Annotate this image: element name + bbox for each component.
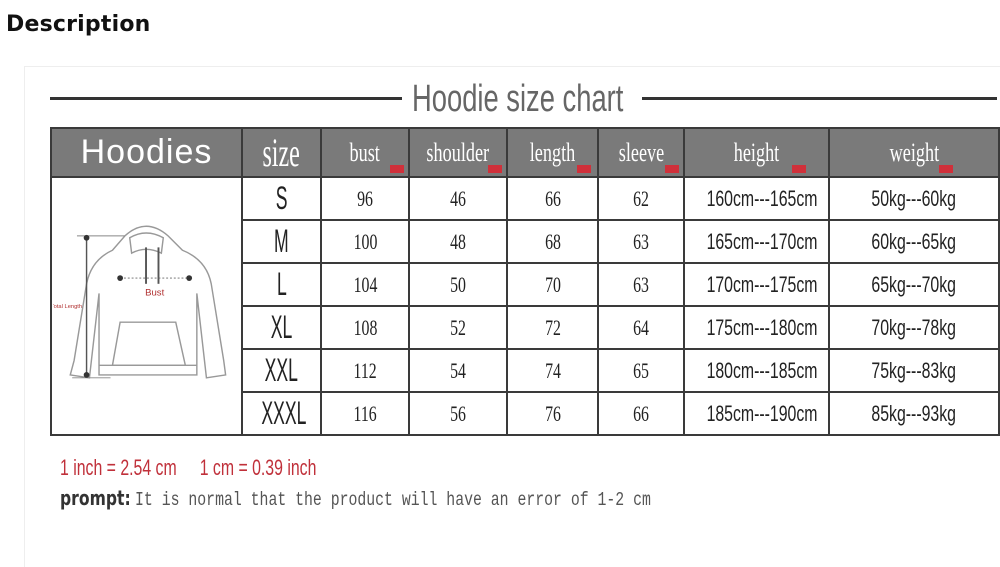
hoodie-diagram-icon: Bust Total Length bbox=[53, 225, 227, 379]
cell-length: 66 bbox=[506, 176, 599, 221]
header-sleeve: sleeve bbox=[597, 127, 685, 178]
cell-length: 76 bbox=[506, 391, 599, 436]
bust-label: Bust bbox=[145, 287, 165, 298]
table-row: XXXL 116 56 76 66 185cm---190cm 85kg---93kg bbox=[51, 391, 1000, 436]
title-rule-left bbox=[50, 97, 402, 100]
cell-weight: 85kg---93kg bbox=[828, 391, 1000, 436]
cell-sleeve: 64 bbox=[597, 305, 685, 350]
image-frame bbox=[24, 66, 1000, 567]
unit-mark bbox=[792, 165, 806, 173]
cell-weight: 50kg---60kg bbox=[828, 176, 1000, 221]
cell-size: XL bbox=[241, 305, 322, 350]
header-bust: bust bbox=[320, 127, 410, 178]
cell-bust: 108 bbox=[320, 305, 410, 350]
cell-bust: 112 bbox=[320, 348, 410, 393]
cell-size: L bbox=[241, 262, 322, 307]
cell-height: 185cm---190cm bbox=[683, 391, 830, 436]
cell-weight: 75kg---83kg bbox=[828, 348, 1000, 393]
cell-bust: 116 bbox=[320, 391, 410, 436]
cell-shoulder: 48 bbox=[408, 219, 508, 264]
table-row: XXL 112 54 74 65 180cm---185cm 75kg---83kg bbox=[51, 348, 1000, 393]
cell-height: 180cm---185cm bbox=[683, 348, 830, 393]
cell-size: XXL bbox=[241, 348, 322, 393]
cell-sleeve: 65 bbox=[597, 348, 685, 393]
prompt-note: prompt: It is normal that the product wi… bbox=[60, 486, 651, 511]
header-shoulder: shoulder bbox=[408, 127, 508, 178]
size-chart-table: Hoodies size bust shoulder length sleeve… bbox=[50, 127, 1000, 436]
prompt-label: prompt: bbox=[60, 486, 131, 510]
section-title: Description bbox=[6, 12, 151, 37]
chart-title: Hoodie size chart bbox=[412, 78, 624, 120]
cell-size: XXXL bbox=[241, 391, 322, 436]
cell-length: 72 bbox=[506, 305, 599, 350]
header-weight: weight bbox=[828, 127, 1000, 178]
cell-size: M bbox=[241, 219, 322, 264]
header-size: size bbox=[241, 127, 322, 178]
header-height: height bbox=[683, 127, 830, 178]
cell-height: 170cm---175cm bbox=[683, 262, 830, 307]
cell-shoulder: 56 bbox=[408, 391, 508, 436]
unit-mark bbox=[390, 165, 404, 173]
cell-shoulder: 50 bbox=[408, 262, 508, 307]
unit-conversion: 1 inch = 2.54 cm 1 cm = 0.39 inch bbox=[60, 455, 339, 481]
cell-sleeve: 63 bbox=[597, 219, 685, 264]
cell-sleeve: 66 bbox=[597, 391, 685, 436]
title-rule-right bbox=[642, 97, 997, 100]
prompt-text: It is normal that the product will have … bbox=[135, 489, 651, 511]
header-row: Hoodies size bust shoulder length sleeve… bbox=[50, 127, 1000, 178]
cell-height: 175cm---180cm bbox=[683, 305, 830, 350]
cell-shoulder: 46 bbox=[408, 176, 508, 221]
cell-weight: 70kg---78kg bbox=[828, 305, 1000, 350]
cell-weight: 65kg---70kg bbox=[828, 262, 1000, 307]
hoodie-illustration: Bust Total Length bbox=[50, 176, 243, 436]
unit-mark bbox=[665, 165, 679, 173]
cell-sleeve: 63 bbox=[597, 262, 685, 307]
unit-mark bbox=[488, 165, 502, 173]
cell-weight: 60kg---65kg bbox=[828, 219, 1000, 264]
unit-mark bbox=[939, 165, 953, 173]
cm-to-inch: 1 cm = 0.39 inch bbox=[199, 455, 317, 480]
cell-bust: 100 bbox=[320, 219, 410, 264]
unit-mark bbox=[577, 165, 591, 173]
cell-sleeve: 62 bbox=[597, 176, 685, 221]
cell-shoulder: 54 bbox=[408, 348, 508, 393]
table-row: XL 108 52 72 64 175cm---180cm 70kg---78kg bbox=[51, 305, 1000, 350]
cell-height: 165cm---170cm bbox=[683, 219, 830, 264]
header-length: length bbox=[506, 127, 599, 178]
table-row: M 100 48 68 63 165cm---170cm 60kg---65kg bbox=[51, 219, 1000, 264]
inch-to-cm: 1 inch = 2.54 cm bbox=[60, 455, 177, 480]
cell-length: 70 bbox=[506, 262, 599, 307]
cell-length: 68 bbox=[506, 219, 599, 264]
cell-bust: 96 bbox=[320, 176, 410, 221]
cell-shoulder: 52 bbox=[408, 305, 508, 350]
cell-length: 74 bbox=[506, 348, 599, 393]
table-row: Bust Total Length S 96 46 66 62 160cm---165cm 50… bbox=[50, 176, 1000, 436]
length-label: Total Length bbox=[53, 304, 82, 310]
header-hoodies: Hoodies bbox=[50, 127, 243, 178]
table-row: L 104 50 70 63 170cm---175cm 65kg---70kg bbox=[51, 262, 1000, 307]
cell-height: 160cm---165cm bbox=[683, 176, 830, 221]
cell-bust: 104 bbox=[320, 262, 410, 307]
cell-size: S bbox=[241, 176, 322, 221]
